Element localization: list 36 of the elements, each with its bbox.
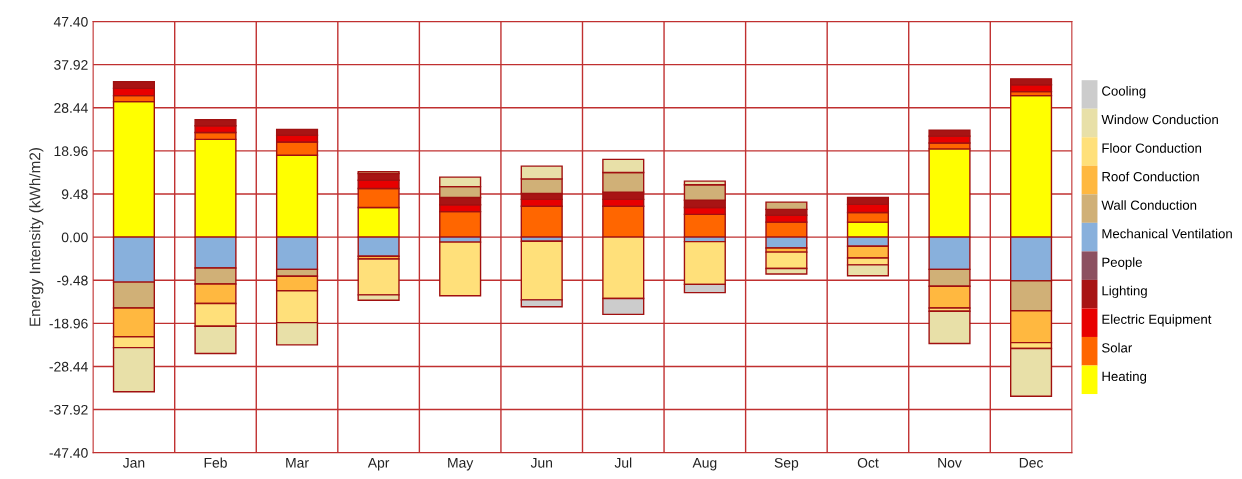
x-tick-label: Nov [938, 458, 962, 468]
x-tick-label: Aug [692, 458, 717, 471]
y-tick-label: -47.40 [49, 447, 88, 458]
legend-label: Cooling [1102, 86, 1146, 99]
legend-label: Solar [1102, 342, 1133, 353]
x-tick-label: Jun [530, 458, 553, 468]
legend-label: People [1102, 257, 1142, 270]
y-tick-label: 47.40 [53, 16, 88, 27]
x-tick-label: Oct [857, 457, 879, 468]
y-tick-label: 0.00 [61, 232, 88, 243]
legend-label: Roof Conduction [1102, 171, 1199, 182]
y-tick-label: 9.48 [61, 189, 88, 200]
legend-label: Mechanical Ventilation [1102, 228, 1232, 239]
legend-label: Heating [1102, 371, 1147, 384]
legend-label: Floor Conduction [1102, 143, 1202, 153]
legend-label: Wall Conduction [1101, 200, 1197, 210]
x-tick-label: Apr [367, 458, 390, 471]
y-tick-label: -37.92 [49, 404, 88, 415]
x-tick-label: Mar [286, 458, 309, 468]
x-tick-label: Jan [122, 458, 145, 468]
legend-label: Lighting [1102, 285, 1147, 299]
bar [928, 310, 971, 345]
y-tick-label: -18.96 [49, 318, 88, 329]
y-tick-label: -9.48 [57, 275, 88, 286]
y-tick-label: 28.44 [54, 103, 88, 113]
y-tick-label: 18.96 [54, 146, 88, 157]
x-tick-label: Jul [614, 457, 632, 468]
x-tick-label: May [448, 458, 474, 471]
y-axis-title: Energy Intensity (kWh/m2) [29, 148, 44, 326]
y-tick-label: -28.44 [49, 361, 88, 372]
legend-label: Electric Equipment [1102, 314, 1212, 327]
x-tick-label: Sep [774, 457, 799, 471]
legend-label: Window Conduction [1101, 114, 1218, 125]
y-tick-label: 37.92 [54, 60, 88, 70]
x-tick-label: Feb [204, 457, 227, 468]
x-tick-label: Dec [1019, 458, 1044, 468]
